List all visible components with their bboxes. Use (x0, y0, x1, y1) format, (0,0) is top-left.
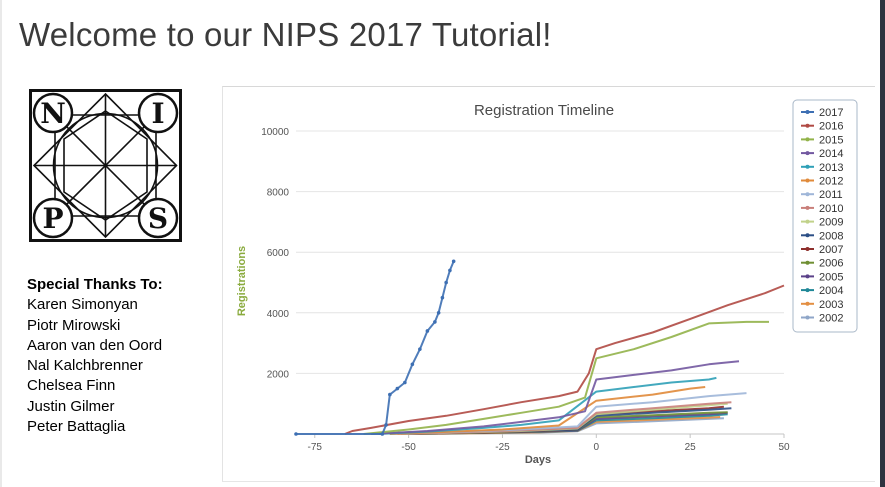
legend-marker (805, 219, 810, 224)
special-thanks: Special Thanks To: Karen Simonyan Piotr … (27, 275, 163, 437)
legend-marker (805, 274, 810, 279)
legend-entry: 2006 (819, 258, 843, 270)
x-tick-label: -50 (401, 442, 416, 453)
legend-marker (805, 260, 810, 265)
data-point-2017 (425, 329, 430, 333)
y-axis-label: Registrations (236, 246, 248, 316)
legend-entry: 2011 (819, 189, 843, 201)
x-tick-label: -25 (495, 442, 510, 453)
chart-frame (222, 86, 875, 482)
thanks-name: Nal Kalchbrenner (27, 357, 143, 375)
legend-entry: 2004 (819, 285, 843, 297)
legend-entry: 2015 (819, 134, 843, 146)
chart-grid (296, 130, 784, 374)
logo-letter-p: P (42, 202, 63, 235)
legend-box (792, 99, 858, 333)
data-point-2017 (410, 362, 415, 367)
legend-entry: 2002 (819, 313, 843, 325)
chart-legend: 2017201620152014201320122011201020092008… (792, 99, 858, 333)
legend-entry: 2003 (819, 299, 843, 311)
data-point-2017 (433, 320, 437, 324)
y-tick-label: 4000 (267, 309, 290, 320)
x-tick-labels: -75 -50 -25 0 25 50 (308, 434, 790, 453)
legend-entry: 2008 (819, 230, 843, 242)
data-point-2017 (380, 432, 385, 436)
y-tick-label: 6000 (267, 248, 290, 259)
thanks-heading: Special Thanks To: (27, 276, 163, 293)
legend-entry: 2010 (819, 203, 843, 215)
legend-marker (805, 288, 810, 293)
data-point-2017 (451, 259, 456, 264)
data-point-2017 (418, 347, 422, 351)
thanks-name: Chelsea Finn (27, 377, 116, 395)
legend-marker (805, 233, 810, 238)
nips-logo: N I P S (29, 89, 182, 242)
series-line-2014 (371, 360, 740, 435)
data-point-2017 (384, 423, 388, 427)
chart-series (294, 259, 785, 436)
legend-entry: 2013 (819, 162, 843, 174)
legend-marker (805, 315, 810, 320)
legend-entry: 2014 (819, 148, 843, 160)
y-tick-label: 10000 (261, 127, 289, 138)
thanks-name: Karen Simonyan (27, 296, 138, 314)
legend-marker (805, 123, 810, 128)
series-line-2015 (363, 320, 769, 435)
data-point-2017 (440, 295, 445, 300)
legend-marker (805, 164, 810, 169)
legend-marker (805, 247, 810, 251)
chart-title: Registration Timeline (474, 102, 614, 119)
legend-entry: 2012 (819, 176, 843, 188)
data-point-2017 (388, 392, 392, 397)
data-point-2017 (444, 280, 448, 285)
left-edge (0, 0, 2, 487)
y-tick-label: 8000 (267, 188, 290, 199)
legend-entry: 2017 (819, 107, 843, 119)
legend-entry: 2005 (819, 271, 843, 283)
logo-letter-n: N (40, 97, 66, 130)
logo-circles (32, 92, 179, 239)
y-tick-labels: 2000 4000 6000 8000 10000 (261, 127, 289, 380)
legend-entry: 2016 (819, 121, 843, 133)
thanks-name: Peter Battaglia (27, 418, 126, 436)
legend-marker (805, 192, 810, 197)
x-tick-label: -75 (308, 442, 323, 453)
thanks-name: Piotr Mirowski (27, 316, 121, 334)
legend-entry: 2007 (819, 244, 843, 256)
legend-marker (805, 301, 810, 306)
registration-timeline-chart: 2000 4000 6000 8000 10000 -75 -50 -25 0 25 50 Reg… (236, 99, 858, 466)
data-point-2017 (448, 268, 452, 273)
legend-marker (805, 151, 810, 156)
logo-letter-i: I (151, 97, 164, 130)
logo-star (32, 92, 178, 239)
data-point-2017 (403, 380, 407, 385)
x-tick-label: 50 (778, 442, 790, 453)
series-line-2016 (344, 284, 785, 435)
right-edge-scrollbar (880, 0, 885, 487)
x-tick-label: 25 (685, 442, 697, 453)
y-tick-label: 2000 (267, 369, 290, 380)
data-point-2017 (436, 311, 441, 315)
data-point-2017 (294, 432, 298, 436)
legend-marker (805, 110, 810, 114)
data-point-2017 (395, 386, 400, 391)
legend-marker (805, 205, 810, 210)
slide-title: Welcome to our NIPS 2017 Tutorial! (19, 16, 552, 53)
legend-entry: 2009 (819, 217, 843, 229)
x-tick-label: 0 (594, 442, 600, 453)
legend-marker (805, 137, 810, 142)
series-line-2013 (378, 376, 717, 435)
series-line-2017 (296, 260, 455, 435)
legend-marker (805, 178, 810, 183)
x-axis-label: Days (525, 454, 551, 466)
thanks-name: Aaron van den Oord (27, 336, 163, 354)
thanks-name: Justin Gilmer (27, 397, 115, 415)
logo-letter-s: S (148, 202, 168, 235)
